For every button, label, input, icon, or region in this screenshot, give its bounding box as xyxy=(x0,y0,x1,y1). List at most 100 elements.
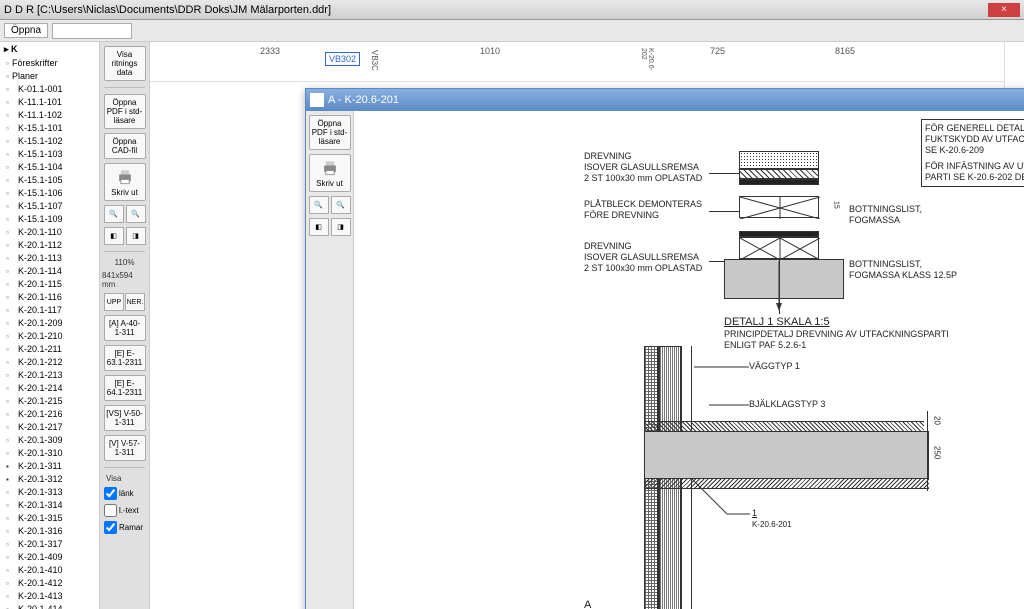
tree-item[interactable]: K-20.1-215 xyxy=(0,395,99,408)
tree-item[interactable]: K-20.1-115 xyxy=(0,278,99,291)
bg-dim-4: 8165 xyxy=(835,46,855,56)
tree-item[interactable]: K-20.1-313 xyxy=(0,486,99,499)
dim-15-a: 15 xyxy=(831,201,839,209)
child-zoom-2[interactable]: 🔍 xyxy=(331,196,351,214)
tree-item[interactable]: K-20.1-214 xyxy=(0,382,99,395)
tree-item[interactable]: K-20.1-412 xyxy=(0,577,99,590)
tree-item[interactable]: K-20.1-217 xyxy=(0,421,99,434)
tree-item[interactable]: K-15.1-105 xyxy=(0,174,99,187)
tree-item[interactable]: K-15.1-102 xyxy=(0,135,99,148)
main-slab xyxy=(644,431,929,479)
tree-item[interactable]: K-20.1-316 xyxy=(0,525,99,538)
lank-checkbox[interactable]: länk xyxy=(102,487,147,500)
print-button[interactable]: Skriv ut xyxy=(104,163,146,201)
child-open-pdf-button[interactable]: Öppna PDF i std-läsare xyxy=(309,115,351,150)
tree-item[interactable]: K-20.1-409 xyxy=(0,551,99,564)
zoom-tool-1[interactable]: 🔍 xyxy=(104,205,124,223)
child-titlebar[interactable]: A - K-20.6-201 — □ × xyxy=(306,89,1024,111)
window-icon xyxy=(310,93,324,107)
slab-top-hatch xyxy=(644,421,924,431)
tree-item[interactable]: K-11.1-102 xyxy=(0,109,99,122)
tree-item[interactable]: K-15.1-101 xyxy=(0,122,99,135)
tree-item[interactable]: K-15.1-104 xyxy=(0,161,99,174)
visa-ritnings-data-button[interactable]: Visa ritnings data xyxy=(104,46,146,81)
tree-item[interactable]: K-20.1-216 xyxy=(0,408,99,421)
open-button[interactable]: Öppna xyxy=(4,23,48,38)
zoom-label: 110% xyxy=(115,258,135,267)
note-platbleck: PLÅTBLECK DEMONTERAS FÖRE DREVNING xyxy=(584,199,702,221)
tree-item[interactable]: K-15.1-103 xyxy=(0,148,99,161)
open-cad-button[interactable]: Öppna CAD-fil xyxy=(104,133,146,159)
tree-item[interactable]: K-20.1-117 xyxy=(0,304,99,317)
tree-item[interactable]: K-15.1-109 xyxy=(0,213,99,226)
tree-item[interactable]: K-20.1-116 xyxy=(0,291,99,304)
tree-root[interactable]: ▸ K xyxy=(0,42,99,57)
tree-item[interactable]: K-20.1-209 xyxy=(0,317,99,330)
app-title: D D R [C:\Users\Niclas\Documents\DDR Dok… xyxy=(4,4,331,16)
bjalklag-label: BJÄLKLAGSTYP 3 xyxy=(749,399,825,410)
note-drevning-1: DREVNING ISOVER GLASULLSREMSA 2 ST 100x3… xyxy=(584,151,702,183)
link-vs-button[interactable]: [VS] V-50-1-311 xyxy=(104,405,146,431)
child-print-button[interactable]: Skriv ut xyxy=(309,154,351,192)
hatch-top xyxy=(739,151,819,169)
tree-item[interactable]: K-20.1-112 xyxy=(0,239,99,252)
tree-folder-foreskrifter[interactable]: Föreskrifter xyxy=(0,57,99,70)
tree-item[interactable]: K-01.1-001 xyxy=(0,83,99,96)
link-a-button[interactable]: [A] A-40-1-311 xyxy=(104,315,146,341)
tree-item[interactable]: K-15.1-107 xyxy=(0,200,99,213)
tree-item[interactable]: K-20.1-310 xyxy=(0,447,99,460)
background-drawing: 2333 VB302 VB3C 1010 K-20.6-202 725 8165 xyxy=(150,42,1024,82)
tree-item[interactable]: K-20.1-113 xyxy=(0,252,99,265)
hatch-mid xyxy=(739,169,819,179)
tree-item[interactable]: K-20.1-213 xyxy=(0,369,99,382)
child-zoom-1[interactable]: 🔍 xyxy=(309,196,329,214)
open-pdf-button[interactable]: Öppna PDF i std-läsare xyxy=(104,94,146,129)
zoom-tool-2[interactable]: 🔍 xyxy=(126,205,146,223)
tree-item[interactable]: K-20.1-311 xyxy=(0,460,99,473)
marker-ref: K-20.6-201 xyxy=(752,520,792,530)
visa-label: Visa xyxy=(102,474,121,483)
tree-item[interactable]: K-20.1-315 xyxy=(0,512,99,525)
demont-box xyxy=(739,196,819,218)
tree-item[interactable]: K-20.1-210 xyxy=(0,330,99,343)
search-input[interactable] xyxy=(52,23,132,39)
ramar-checkbox[interactable]: Ramar xyxy=(102,521,147,534)
tree-item[interactable]: K-20.1-309 xyxy=(0,434,99,447)
printer-icon xyxy=(115,167,135,187)
tree-item[interactable]: K-20.1-110 xyxy=(0,226,99,239)
bg-dim-3: 725 xyxy=(710,46,725,56)
app-titlebar: D D R [C:\Users\Niclas\Documents\DDR Dok… xyxy=(0,0,1024,20)
link-e1-button[interactable]: [E] E-63.1-2311 xyxy=(104,345,146,371)
marker-1: 1 xyxy=(752,508,757,519)
tree-item[interactable]: K-20.1-312 xyxy=(0,473,99,486)
tree-item[interactable]: K-20.1-114 xyxy=(0,265,99,278)
tree-folder-planer[interactable]: Planer xyxy=(0,70,99,83)
canvas-area[interactable]: 2333 VB302 VB3C 1010 K-20.6-202 725 8165… xyxy=(150,42,1024,609)
bg-code-3: K-20.6-202 xyxy=(640,48,654,81)
vaggtyp-label: VÄGGTYP 1 xyxy=(749,361,800,372)
note-drevning-2: DREVNING ISOVER GLASULLSREMSA 2 ST 100x3… xyxy=(584,241,702,273)
tree-item[interactable]: K-20.1-317 xyxy=(0,538,99,551)
dim-20: 20 xyxy=(932,416,942,425)
tree-item[interactable]: K-20.1-212 xyxy=(0,356,99,369)
app-close-button[interactable]: × xyxy=(988,3,1020,17)
tree-panel[interactable]: ▸ K Föreskrifter Planer K-01.1-001K-11.1… xyxy=(0,42,100,609)
slab-bot-hatch xyxy=(644,479,929,489)
tree-item[interactable]: K-20.1-414 xyxy=(0,603,99,609)
tree-item[interactable]: K-20.1-413 xyxy=(0,590,99,603)
tree-item[interactable]: K-11.1-101 xyxy=(0,96,99,109)
tree-item[interactable]: K-20.1-314 xyxy=(0,499,99,512)
tool-b[interactable]: ◨ xyxy=(126,227,146,245)
child-tool-b[interactable]: ◨ xyxy=(331,218,351,236)
ltext-checkbox[interactable]: l.-text xyxy=(102,504,147,517)
tool-a[interactable]: ◧ xyxy=(104,227,124,245)
ner-button[interactable]: NER. xyxy=(125,293,145,311)
tree-item[interactable]: K-15.1-106 xyxy=(0,187,99,200)
link-e2-button[interactable]: [E] E-64.1-2311 xyxy=(104,375,146,401)
tree-item[interactable]: K-20.1-211 xyxy=(0,343,99,356)
upp-button[interactable]: UPP xyxy=(104,293,124,311)
tree-item[interactable]: K-20.1-410 xyxy=(0,564,99,577)
drawing-viewport[interactable]: FÖR GENERELL DETALJ PÅ FUKTSKYDD AV UTFA… xyxy=(354,111,1024,609)
link-v-button[interactable]: [V] V-57-1-311 xyxy=(104,435,146,461)
child-tool-a[interactable]: ◧ xyxy=(309,218,329,236)
